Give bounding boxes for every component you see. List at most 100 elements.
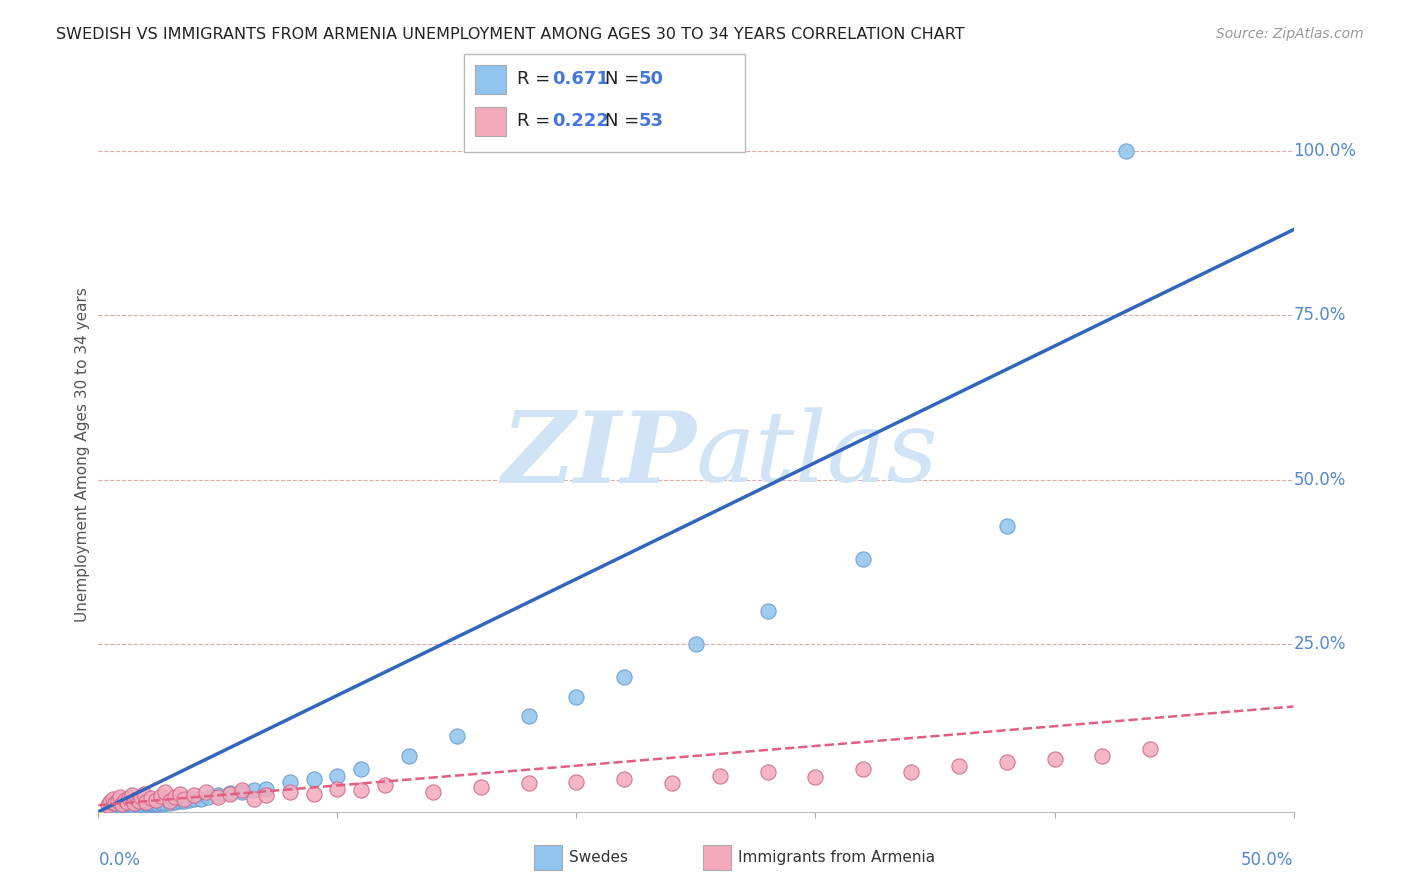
Point (190, 791, 212, 805)
Text: N =: N = (605, 70, 644, 88)
Point (278, 785, 301, 799)
Point (565, 690, 588, 704)
Point (756, 765, 779, 780)
Point (124, 799, 146, 814)
Point (169, 794, 191, 808)
Point (219, 787, 242, 801)
Point (159, 796, 181, 810)
Point (243, 791, 266, 805)
Text: SWEDISH VS IMMIGRANTS FROM ARMENIA UNEMPLOYMENT AMONG AGES 30 TO 34 YEARS CORREL: SWEDISH VS IMMIGRANTS FROM ARMENIA UNEMP… (56, 27, 965, 42)
Text: R =: R = (517, 70, 557, 88)
Point (517, 776, 540, 790)
Point (1115, 144, 1137, 158)
Point (132, 787, 155, 801)
Text: 100.0%: 100.0% (1294, 142, 1357, 160)
Point (374, 779, 396, 793)
Point (1139, 742, 1161, 756)
Point (149, 789, 172, 803)
Text: 75.0%: 75.0% (1294, 306, 1346, 324)
Point (121, 798, 143, 813)
Point (350, 762, 373, 776)
Point (97, 798, 120, 813)
Point (565, 775, 588, 789)
Point (517, 709, 540, 723)
Point (302, 787, 325, 801)
Y-axis label: Unemployment Among Ages 30 to 34 years: Unemployment Among Ages 30 to 34 years (75, 287, 90, 623)
Point (173, 791, 195, 805)
Point (302, 772, 325, 786)
Point (145, 797, 167, 812)
Point (197, 790, 219, 805)
Text: Source: ZipAtlas.com: Source: ZipAtlas.com (1216, 27, 1364, 41)
Text: 0.222: 0.222 (553, 112, 609, 130)
Point (145, 793, 167, 807)
Point (219, 786, 242, 800)
Point (613, 772, 636, 786)
Point (115, 795, 138, 809)
Point (115, 799, 138, 814)
Text: 50.0%: 50.0% (1241, 851, 1294, 869)
Point (139, 797, 162, 812)
Point (98, 795, 122, 809)
Point (254, 789, 277, 803)
Point (131, 798, 153, 813)
Text: 0.0%: 0.0% (98, 851, 141, 869)
Point (104, 796, 127, 810)
Point (128, 793, 150, 807)
Point (995, 756, 1018, 770)
Point (470, 780, 492, 795)
Text: Immigrants from Armenia: Immigrants from Armenia (738, 850, 935, 864)
Point (194, 785, 217, 799)
Point (139, 791, 162, 805)
Point (114, 798, 136, 813)
Text: 53: 53 (638, 112, 664, 130)
Point (155, 785, 177, 799)
Point (107, 793, 129, 807)
Point (125, 798, 148, 813)
Point (101, 791, 124, 805)
Point (183, 792, 205, 806)
Point (108, 789, 131, 804)
Point (685, 637, 707, 651)
Point (852, 762, 875, 776)
Point (114, 793, 136, 807)
Point (243, 783, 266, 797)
Point (169, 787, 191, 801)
Point (135, 795, 157, 809)
Text: ZIP: ZIP (501, 407, 696, 503)
Text: Swedes: Swedes (569, 850, 628, 864)
Text: R =: R = (517, 112, 557, 130)
Point (900, 765, 922, 780)
Point (326, 781, 349, 796)
Point (132, 798, 155, 813)
Point (163, 795, 186, 809)
Point (231, 783, 253, 797)
Point (398, 748, 420, 763)
Point (124, 796, 146, 810)
Point (148, 797, 170, 811)
Point (125, 791, 148, 805)
Point (756, 604, 779, 618)
Point (155, 796, 177, 810)
Point (179, 793, 201, 807)
Point (152, 797, 174, 811)
Point (661, 776, 683, 790)
Point (804, 770, 827, 784)
Text: N =: N = (605, 112, 644, 130)
Point (183, 789, 205, 803)
Point (231, 785, 253, 799)
Point (613, 670, 636, 684)
Point (135, 797, 157, 812)
Text: 0.671: 0.671 (553, 70, 609, 88)
Point (709, 768, 731, 782)
Point (326, 768, 349, 782)
Point (254, 781, 277, 796)
Point (108, 799, 131, 814)
Point (111, 799, 134, 814)
Point (1091, 748, 1114, 763)
Point (138, 798, 160, 813)
Point (163, 789, 186, 804)
Point (104, 799, 127, 814)
Point (98, 800, 122, 814)
Point (350, 783, 373, 797)
